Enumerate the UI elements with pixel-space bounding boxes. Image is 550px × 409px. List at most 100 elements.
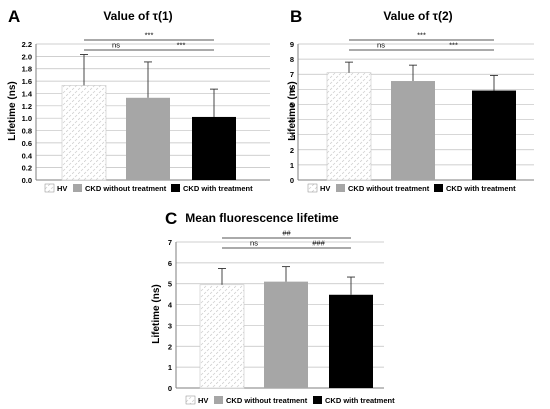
panel-c-legend-label-ckd-with: CKD with treatment — [325, 396, 395, 405]
panel-c-ylabel: Lifetime (ns) — [151, 284, 162, 343]
panel-b-title: Value of τ(2) — [383, 9, 452, 23]
panel-a-bar-ckd-without-treatment — [126, 97, 170, 180]
panel-a-errorbars — [80, 54, 218, 117]
panel-c-errorbar-ckd-with-treatment — [347, 276, 355, 295]
panel-b-significance-bracket: *** — [413, 41, 494, 51]
panel-a-legend-label-ckd-with: CKD with treatment — [183, 184, 253, 193]
panel-a-legend: HV CKD without treatment CKD with treatm… — [44, 183, 253, 193]
panel-a-ytick-label: 0.6 — [22, 139, 32, 148]
panel-c-ytick-label: 7 — [168, 238, 172, 247]
panel-a-bars — [61, 85, 236, 181]
panel-b-ytick-label: 8 — [290, 55, 294, 64]
panel-a-ytick-label: 0.4 — [22, 151, 33, 160]
panel-b-ytick-label: 1 — [290, 161, 294, 170]
panel-a-legend-swatch-ckd-without — [73, 184, 82, 192]
panel-b-ytick-label: 0 — [290, 176, 294, 185]
panel-c-legend-swatch-ckd-with — [313, 396, 322, 404]
panel-b-ytick-label: 7 — [290, 70, 294, 79]
panel-c-yticks: 0 1 2 3 4 5 6 7 — [168, 238, 173, 393]
panel-c-letter: C — [165, 209, 177, 228]
panel-a-significance-bracket: *** — [148, 41, 214, 51]
panel-b-bar-ckd-with-treatment — [472, 90, 516, 180]
panel-b-significance-bracket: ns — [349, 41, 413, 51]
panel-a-bar-ckd-with-treatment — [192, 116, 236, 180]
panel-b-legend-swatch-ckd-with — [434, 184, 443, 192]
panel-c-bar-ckd-with-treatment — [329, 294, 373, 388]
panel-b-yticks: 0 1 2 3 4 5 6 7 8 9 — [290, 40, 295, 185]
panel-a-legend-swatch-ckd-with — [171, 184, 180, 192]
panel-a-significance: ns *** *** — [84, 31, 214, 51]
panel-a-significance-label: *** — [177, 41, 186, 50]
panel-b-legend-swatch-ckd-without — [336, 184, 345, 192]
panel-c-significance-label: ### — [312, 239, 325, 248]
panel-b-significance: ns *** *** — [349, 31, 494, 51]
panel-c-bar-hv — [199, 284, 245, 389]
panel-a-ytick-label: 0.2 — [22, 164, 32, 173]
panel-c-legend-swatch-ckd-without — [214, 396, 223, 404]
panel-b-legend-label-hv: HV — [320, 184, 330, 193]
panel-c-ytick-label: 1 — [168, 363, 172, 372]
panel-b-bars — [326, 72, 516, 181]
panel-a-legend-label-hv: HV — [57, 184, 67, 193]
panel-c: C Mean fluorescence lifetime 0 1 2 3 4 5 6 7 ns… — [151, 209, 395, 405]
panel-a-ytick-label: 0.0 — [22, 176, 32, 185]
panel-b-ylabel: Lifetime (ns) — [287, 81, 298, 140]
panel-b-ytick-label: 9 — [290, 40, 294, 49]
panel-c-ytick-label: 2 — [168, 342, 172, 351]
panel-c-ytick-label: 0 — [168, 384, 172, 393]
panel-a-bar-hv — [61, 85, 107, 181]
panel-b-letter: B — [290, 7, 302, 26]
panel-c-legend-label-ckd-without: CKD without treatment — [226, 396, 308, 405]
panel-c-ytick-label: 4 — [168, 301, 173, 310]
panel-a-letter: A — [8, 7, 20, 26]
panel-a-ylabel: Lifetime (ns) — [7, 81, 18, 140]
panel-c-bar-ckd-without-treatment — [264, 281, 308, 388]
panel-a-ytick-label: 1.8 — [22, 65, 32, 74]
panel-b-errorbar-ckd-without-treatment — [409, 64, 417, 82]
panel-c-title: Mean fluorescence lifetime — [185, 211, 339, 225]
panel-b-bar-ckd-without-treatment — [391, 81, 435, 180]
panel-c-legend-swatch-hv — [185, 395, 196, 405]
panel-b-legend-label-ckd-without: CKD without treatment — [348, 184, 430, 193]
panel-c-significance-label: ## — [282, 229, 291, 238]
panel-a-title: Value of τ(1) — [103, 9, 172, 23]
panel-a-ytick-label: 2.2 — [22, 40, 32, 49]
panel-a-errorbar-hv — [80, 54, 88, 86]
panel-a-ytick-label: 1.2 — [22, 102, 32, 111]
panel-a-legend-swatch-hv — [44, 183, 55, 193]
panel-a-significance-label: ns — [112, 41, 120, 50]
panel-a-legend-label-ckd-without: CKD without treatment — [85, 184, 167, 193]
panel-a-errorbar-ckd-with-treatment — [210, 88, 218, 117]
panel-b-ytick-label: 6 — [290, 85, 294, 94]
panel-a-ytick-label: 0.8 — [22, 127, 32, 136]
panel-c-ytick-label: 5 — [168, 280, 172, 289]
panel-b-ytick-label: 4 — [290, 116, 295, 125]
panel-a-ytick-label: 1.4 — [22, 89, 33, 98]
panel-b-errorbars — [345, 61, 498, 91]
panel-c-significance-bracket: ### — [286, 239, 351, 249]
panel-b: B Value of τ(2) 0 1 2 3 4 5 6 7 8 9 ns *** *** Life… — [287, 7, 534, 193]
panel-c-legend: HV CKD without treatment CKD with treatm… — [185, 395, 395, 405]
panel-a-yticks: 0.0 0.2 0.4 0.6 0.8 1.0 1.2 1.4 1.6 1.8 2.0 2.2 — [22, 40, 33, 185]
panel-b-legend-swatch-hv — [307, 183, 318, 193]
panel-c-bars — [199, 281, 373, 389]
panel-c-significance-bracket: ns — [222, 239, 286, 249]
panel-b-ytick-label: 5 — [290, 100, 294, 109]
panel-a-significance-bracket: ns — [84, 41, 148, 51]
panel-b-legend-label-ckd-with: CKD with treatment — [446, 184, 516, 193]
panel-a-significance-label: *** — [145, 31, 154, 40]
panel-c-errorbar-hv — [218, 268, 226, 285]
panel-c-errorbars — [218, 266, 355, 295]
panel-a-ytick-label: 2.0 — [22, 52, 32, 61]
panel-c-significance-label: ns — [250, 239, 258, 248]
panel-c-significance-bracket: ## — [222, 229, 351, 239]
panel-b-errorbar-ckd-with-treatment — [490, 74, 498, 91]
panel-b-significance-label: *** — [449, 41, 458, 50]
panel-c-errorbar-ckd-without-treatment — [282, 266, 290, 282]
panel-b-bar-hv — [326, 72, 372, 181]
panel-a: A Value of τ(1) 0.0 0.2 0.4 0.6 0.8 1.0 1.2 1.4… — [7, 7, 270, 193]
panel-c-legend-label-hv: HV — [198, 396, 208, 405]
panel-b-significance-label: *** — [417, 31, 426, 40]
panel-a-errorbar-ckd-without-treatment — [144, 61, 152, 98]
